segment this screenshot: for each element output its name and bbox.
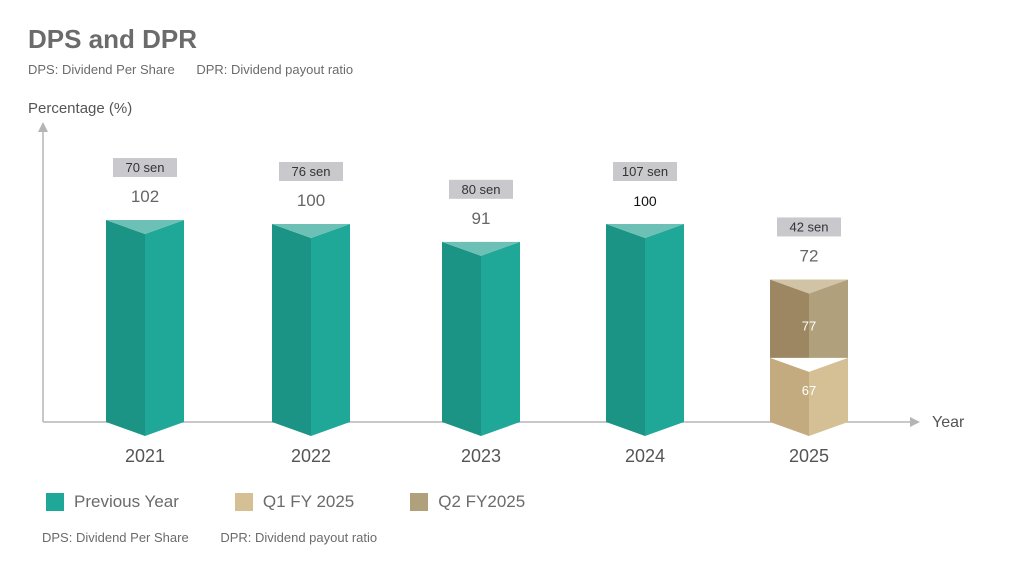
dpr-label-2022: 100 [297,191,325,210]
legend-label: Previous Year [74,492,179,511]
footnote: DPS: Dividend Per Share DPR: Dividend pa… [42,530,405,545]
dpr-label-2023: 91 [472,209,491,228]
x-tick-label-2024: 2024 [625,446,665,466]
chart-subtitle: DPS: Dividend Per Share DPR: Dividend pa… [28,62,371,77]
dps-badge-2024 [613,162,677,181]
footnote-dps: DPS: Dividend Per Share [42,530,189,545]
dpr-label-2021: 102 [131,187,159,206]
segment-label-q2: 77 [802,319,816,334]
x-tick-label-2025: 2025 [789,446,829,466]
bar-2023-right-face [481,241,520,436]
x-tick-label-2021: 2021 [125,446,165,466]
dps-label-2021: 70 sen [125,160,164,175]
y-axis-arrow [38,122,48,132]
x-axis-arrow [910,417,920,427]
dps-badge-2025 [777,217,841,237]
bar-2024-right-face [645,224,684,436]
legend-item-q2: Q2 FY2025 [410,492,525,512]
bar-2021-right-face [145,220,184,436]
dpr-label-2025: 72 [800,246,819,265]
legend-swatch [234,493,253,511]
footnote-dpr: DPR: Dividend payout ratio [220,530,378,545]
bar-2023-left-face [442,241,481,436]
legend-swatch [410,493,429,511]
bar-2022-left-face [272,224,311,436]
chart-title: DPS and DPR [28,24,198,54]
dps-label-2022: 76 sen [291,164,330,179]
bar-2023-top-face [442,241,520,256]
bar-2025-q2-right-face [809,279,848,358]
bar-2024-top-face [606,224,684,238]
subtitle-dps: DPS: Dividend Per Share [28,62,175,77]
legend-item-previous-year: Previous Year [46,492,179,512]
x-tick-label-2023: 2023 [461,446,501,466]
legend: Previous Year Q1 FY 2025 Q2 FY2025 [46,492,553,512]
x-axis-label: Year [932,414,965,431]
bar-2024-left-face [606,224,645,436]
dps-badge-2023 [449,179,513,199]
legend-label: Q2 FY2025 [438,492,526,511]
dps-label-2024: 107 sen [622,164,668,179]
x-tick-label-2022: 2022 [291,446,331,466]
bar-2021-left-face [106,220,145,436]
legend-swatch [46,493,64,511]
segment-label-q1: 67 [802,383,816,398]
bar-2021-top-face [106,220,184,235]
legend-item-q1: Q1 FY 2025 [234,492,355,512]
dps-badge-2021 [113,158,177,178]
bar-2025-q1-right-face [809,357,848,436]
dpr-label-2024: 100 [633,193,657,209]
subtitle-dpr: DPR: Dividend payout ratio [196,62,354,77]
bar-2025-q1-left-face [770,357,809,436]
dps-label-2023: 80 sen [461,182,500,197]
bar-2022-top-face [272,224,350,238]
legend-label: Q1 FY 2025 [262,492,355,511]
y-axis-label: Percentage (%) [28,100,133,117]
bar-2025-q2-left-face [770,279,809,358]
dps-badge-2022 [279,162,343,181]
bar-2022-right-face [311,224,350,436]
dps-label-2025: 42 sen [789,219,828,234]
bar-2025-q2-top-face [770,279,848,294]
